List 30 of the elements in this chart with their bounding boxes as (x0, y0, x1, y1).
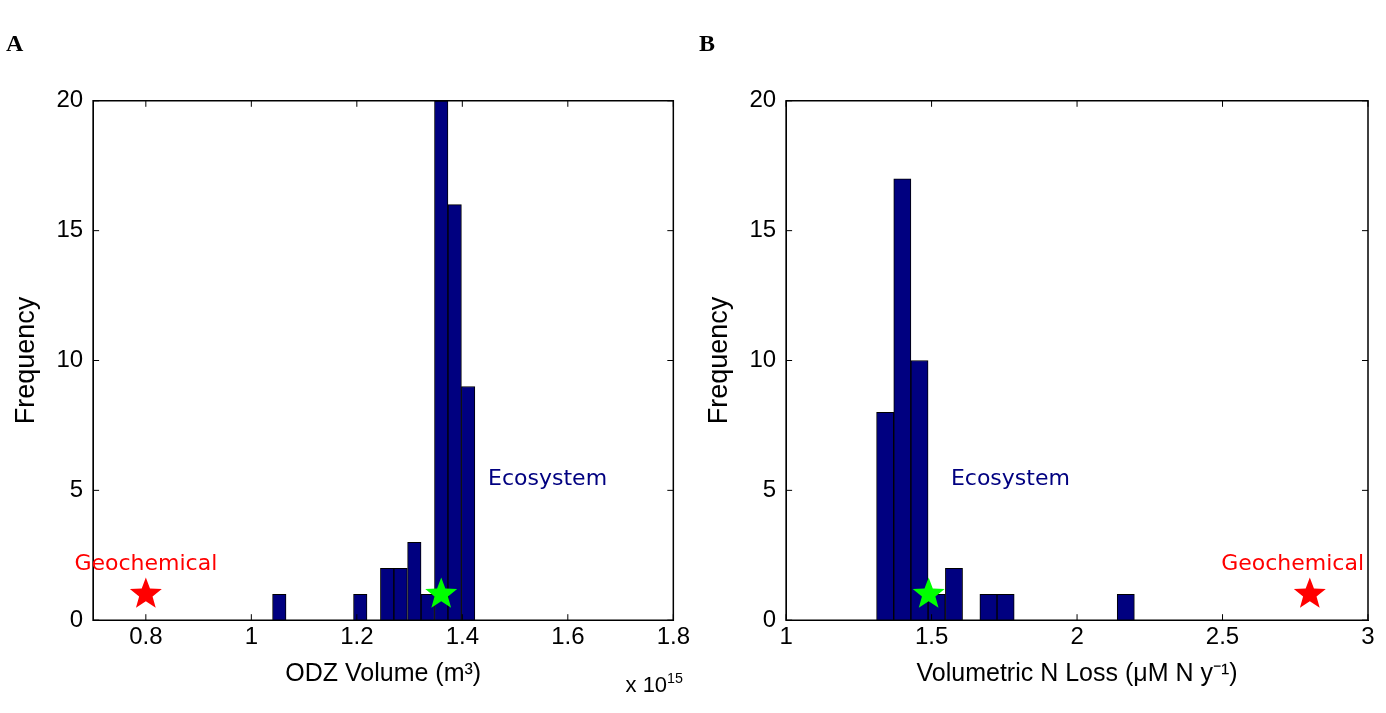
series-label: Geochemical (1221, 550, 1364, 576)
y-tick-label: 10 (56, 345, 84, 373)
series-label: Ecosystem (488, 465, 608, 491)
y-tick-label: 5 (69, 474, 84, 502)
y-tick-label: 20 (749, 85, 777, 113)
x-tick-label: 2.5 (1205, 622, 1240, 650)
x-tick-label: 1.2 (340, 622, 374, 650)
y-axis-title: Frequency (702, 296, 733, 425)
y-tick-label: 15 (749, 215, 777, 243)
x-axis-title: ODZ Volume (m³) (285, 657, 482, 686)
x-tick-label: 1 (779, 622, 793, 650)
x-axis-title: Volumetric N Loss (μM N y⁻¹) (916, 657, 1238, 686)
y-tick-label: 20 (56, 85, 84, 113)
chart-title: B (699, 29, 716, 56)
x-tick-label: 1.6 (551, 622, 585, 650)
x-tick-label: 1.8 (656, 622, 691, 650)
x-tick-label: 1 (244, 622, 259, 650)
x-tick-label: 1.4 (445, 622, 480, 650)
x-tick-label: 0.8 (129, 622, 163, 650)
y-tick-label: 5 (762, 474, 777, 502)
chart-title: A (6, 29, 24, 56)
y-axis-title: Frequency (9, 296, 40, 425)
x-tick-label: 2 (1070, 622, 1084, 650)
series-label: Ecosystem (950, 465, 1070, 491)
y-tick-label: 10 (749, 345, 777, 373)
y-tick-label: 15 (56, 215, 84, 243)
x-tick-label: 1.5 (914, 622, 949, 650)
y-tick-label: 0 (762, 604, 777, 632)
x-tick-label: 3 (1361, 622, 1375, 650)
y-tick-label: 0 (69, 604, 84, 632)
